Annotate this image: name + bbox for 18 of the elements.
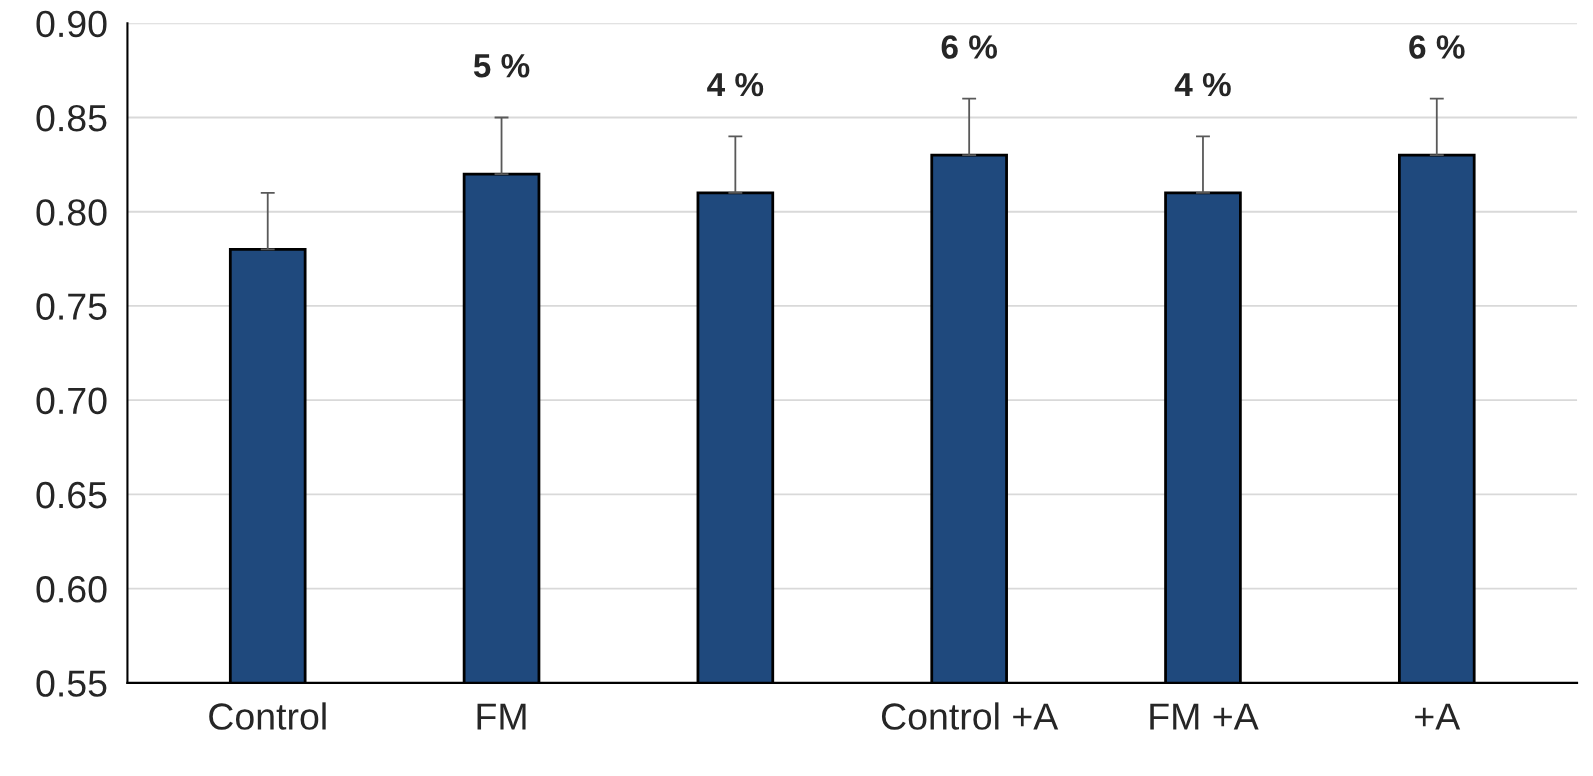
x-tick-label: FM — [477, 703, 526, 730]
x-tick-label: Control — [209, 702, 326, 730]
y-tick-label: 0.85 — [36, 104, 107, 132]
y-tick-label: 0.55 — [36, 670, 107, 697]
y-tick-label: 0.60 — [36, 576, 107, 603]
annotation: 6 % — [941, 35, 997, 59]
annotation: 4 % — [707, 72, 764, 97]
annotation: 5 % — [473, 54, 530, 78]
annotation: 4 % — [1174, 72, 1231, 97]
y-tick-label: 0.65 — [36, 481, 107, 509]
annotation: 6 % — [1409, 35, 1465, 59]
y-tick-label: 0.90 — [36, 10, 107, 38]
x-tick-label: Control +A — [881, 702, 1059, 730]
y-tick-label: 0.70 — [36, 387, 107, 415]
y-tick-label: 0.80 — [36, 199, 107, 226]
x-tick-label: +A — [1415, 703, 1461, 730]
y-tick-label: 0.75 — [36, 293, 107, 320]
x-tick-label: FM +A — [1150, 703, 1259, 730]
